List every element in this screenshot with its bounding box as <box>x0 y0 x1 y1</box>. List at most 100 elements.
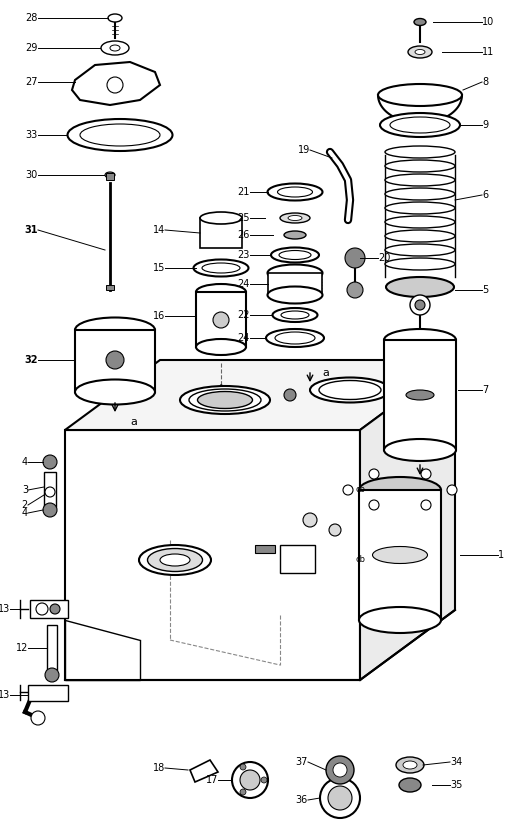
Ellipse shape <box>189 389 261 411</box>
Ellipse shape <box>80 124 160 146</box>
Ellipse shape <box>396 757 424 773</box>
Circle shape <box>240 770 260 790</box>
Text: 24: 24 <box>238 279 250 289</box>
Text: 12: 12 <box>16 643 28 653</box>
Ellipse shape <box>278 187 313 197</box>
Circle shape <box>36 603 48 615</box>
Ellipse shape <box>139 545 211 575</box>
Ellipse shape <box>385 188 455 200</box>
Circle shape <box>50 604 60 614</box>
Text: 11: 11 <box>482 47 494 57</box>
Circle shape <box>343 485 353 495</box>
Circle shape <box>421 500 431 510</box>
Circle shape <box>447 485 457 495</box>
Polygon shape <box>72 62 160 105</box>
Text: 4: 4 <box>22 457 28 467</box>
Circle shape <box>45 487 55 497</box>
Ellipse shape <box>279 250 311 259</box>
Ellipse shape <box>280 213 310 223</box>
Ellipse shape <box>385 244 455 256</box>
Ellipse shape <box>196 339 246 355</box>
Text: cb: cb <box>355 555 365 564</box>
Text: 4: 4 <box>22 508 28 518</box>
Circle shape <box>45 668 59 682</box>
Circle shape <box>43 455 57 469</box>
Text: 6: 6 <box>482 190 488 200</box>
Text: 9: 9 <box>482 120 488 130</box>
Ellipse shape <box>385 258 455 270</box>
Ellipse shape <box>267 264 322 282</box>
Text: 25: 25 <box>238 213 250 223</box>
Bar <box>196 292 246 347</box>
Ellipse shape <box>414 18 426 26</box>
Ellipse shape <box>281 311 309 319</box>
Ellipse shape <box>385 202 455 214</box>
Text: 8: 8 <box>482 77 488 87</box>
Ellipse shape <box>319 381 381 400</box>
Text: 5: 5 <box>482 285 488 295</box>
Text: 19: 19 <box>298 145 310 155</box>
Ellipse shape <box>408 46 432 58</box>
Text: 23: 23 <box>238 250 250 260</box>
Ellipse shape <box>110 45 120 51</box>
Polygon shape <box>360 360 455 680</box>
Ellipse shape <box>275 332 315 344</box>
Ellipse shape <box>399 778 421 792</box>
Ellipse shape <box>271 248 319 263</box>
Text: 26: 26 <box>238 230 250 240</box>
Circle shape <box>369 500 379 510</box>
Bar <box>106 173 114 180</box>
Text: 3: 3 <box>22 485 28 495</box>
Ellipse shape <box>406 390 434 400</box>
Bar <box>47 625 57 670</box>
Ellipse shape <box>415 50 425 55</box>
Ellipse shape <box>390 117 450 133</box>
Text: 13: 13 <box>0 604 10 614</box>
Text: 35: 35 <box>450 780 462 790</box>
Polygon shape <box>190 760 218 782</box>
Ellipse shape <box>75 380 155 405</box>
Ellipse shape <box>372 547 427 563</box>
Ellipse shape <box>385 160 455 172</box>
Ellipse shape <box>267 184 322 200</box>
Ellipse shape <box>200 212 242 224</box>
Ellipse shape <box>288 215 302 220</box>
Text: 10: 10 <box>482 17 494 27</box>
Text: 37: 37 <box>296 757 308 767</box>
Bar <box>28 685 68 701</box>
Text: 29: 29 <box>25 43 38 53</box>
Text: a: a <box>130 417 137 427</box>
Text: 24: 24 <box>238 333 250 343</box>
Circle shape <box>106 351 124 369</box>
Ellipse shape <box>266 329 324 347</box>
Ellipse shape <box>105 172 115 178</box>
Bar <box>255 545 275 553</box>
Ellipse shape <box>75 317 155 342</box>
Circle shape <box>329 524 341 536</box>
Text: 27: 27 <box>25 77 38 87</box>
Circle shape <box>320 778 360 818</box>
Ellipse shape <box>148 548 202 572</box>
Circle shape <box>232 762 268 798</box>
Text: 2: 2 <box>22 500 28 510</box>
Ellipse shape <box>384 329 456 351</box>
Circle shape <box>213 312 229 328</box>
Ellipse shape <box>380 113 460 137</box>
Polygon shape <box>378 95 462 123</box>
Ellipse shape <box>267 287 322 303</box>
Text: 34: 34 <box>450 757 462 767</box>
Polygon shape <box>65 620 140 680</box>
Ellipse shape <box>385 174 455 186</box>
Text: 7: 7 <box>482 385 488 395</box>
Circle shape <box>333 763 347 777</box>
Polygon shape <box>65 430 360 680</box>
Circle shape <box>369 469 379 479</box>
Text: cb: cb <box>355 485 365 494</box>
Ellipse shape <box>359 607 441 633</box>
Text: 14: 14 <box>153 225 165 235</box>
Text: 22: 22 <box>238 310 250 320</box>
Bar <box>359 490 441 620</box>
Text: 33: 33 <box>26 130 38 140</box>
Text: 32: 32 <box>24 355 38 365</box>
Text: 28: 28 <box>25 13 38 23</box>
